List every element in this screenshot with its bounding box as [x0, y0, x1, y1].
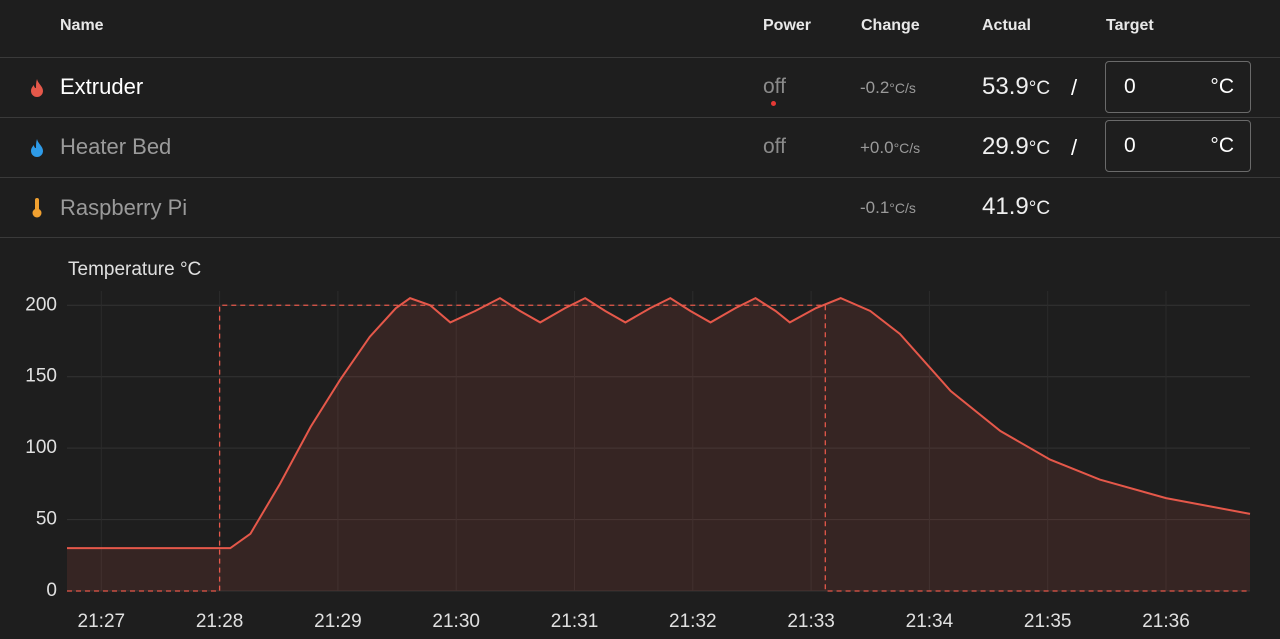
target-input[interactable]: 0 °C [1105, 120, 1251, 172]
power[interactable]: off [763, 75, 786, 98]
actual-unit: °C [1028, 198, 1051, 219]
change-unit: °C/s [889, 80, 916, 96]
x-tick-label: 21:35 [1024, 611, 1072, 632]
x-tick-label: 21:31 [551, 611, 599, 632]
flame-icon [31, 139, 43, 157]
actual: 29.9°C [982, 133, 1050, 161]
heater-name[interactable]: Extruder [60, 74, 144, 99]
y-tick-label: 50 [36, 509, 57, 530]
target-unit: °C [1210, 75, 1234, 98]
flame-icon [31, 79, 43, 97]
separator [0, 117, 1280, 118]
y-tick-label: 200 [25, 294, 57, 315]
chart: Temperature °C 0 50 100 150 200 21:27 21:28 21:… [25, 259, 1251, 632]
power[interactable]: off [763, 135, 786, 158]
actual-value: 41.9 [982, 193, 1029, 220]
actual: 41.9°C [982, 193, 1050, 221]
x-tick-label: 21:36 [1142, 611, 1190, 632]
thermometer-icon [32, 198, 42, 218]
change: -0.1°C/s [860, 198, 916, 218]
change-unit: °C/s [889, 200, 916, 216]
slash: / [1071, 135, 1078, 160]
change-value: +0.0 [860, 138, 894, 157]
change-value: -0.1 [860, 198, 890, 217]
actual-value: 53.9 [982, 73, 1029, 100]
x-tick-label: 21:32 [669, 611, 717, 632]
slash: / [1071, 75, 1078, 100]
sensor-name[interactable]: Raspberry Pi [60, 195, 188, 220]
x-tick-label: 21:30 [432, 611, 480, 632]
x-tick-label: 21:27 [78, 611, 126, 632]
header-target: Target [1106, 17, 1154, 34]
header-name: Name [60, 17, 104, 34]
change-value: -0.2 [860, 78, 890, 97]
heater-name[interactable]: Heater Bed [60, 134, 172, 159]
x-tick-label: 21:34 [906, 611, 954, 632]
x-tick-label: 21:29 [314, 611, 362, 632]
change: -0.2°C/s [860, 78, 916, 98]
target-value[interactable]: 0 [1124, 75, 1136, 98]
y-tick-label: 150 [25, 366, 57, 387]
header-power: Power [763, 17, 812, 34]
target-input[interactable]: 0 °C [1105, 61, 1251, 113]
y-tick-label: 0 [46, 580, 57, 601]
change: +0.0°C/s [860, 138, 920, 158]
separator [0, 57, 1280, 58]
chart-title: Temperature °C [68, 259, 201, 280]
target-line [67, 304, 1250, 592]
area-fill [67, 298, 1250, 591]
header-actual: Actual [982, 17, 1031, 34]
separator [0, 237, 1280, 238]
x-tick-label: 21:33 [787, 611, 835, 632]
change-unit: °C/s [893, 140, 921, 156]
actual-value: 29.9 [982, 133, 1029, 160]
header-change: Change [861, 17, 920, 34]
x-tick-label: 21:28 [196, 611, 244, 632]
actual: 53.9°C [982, 73, 1050, 101]
separator [0, 177, 1280, 178]
actual-unit: °C [1028, 78, 1051, 99]
power-dot [771, 101, 776, 106]
target-unit: °C [1210, 134, 1234, 157]
temperature-line [67, 296, 1251, 550]
y-tick-label: 100 [25, 437, 57, 458]
actual-unit: °C [1028, 138, 1051, 159]
target-value[interactable]: 0 [1124, 134, 1136, 157]
